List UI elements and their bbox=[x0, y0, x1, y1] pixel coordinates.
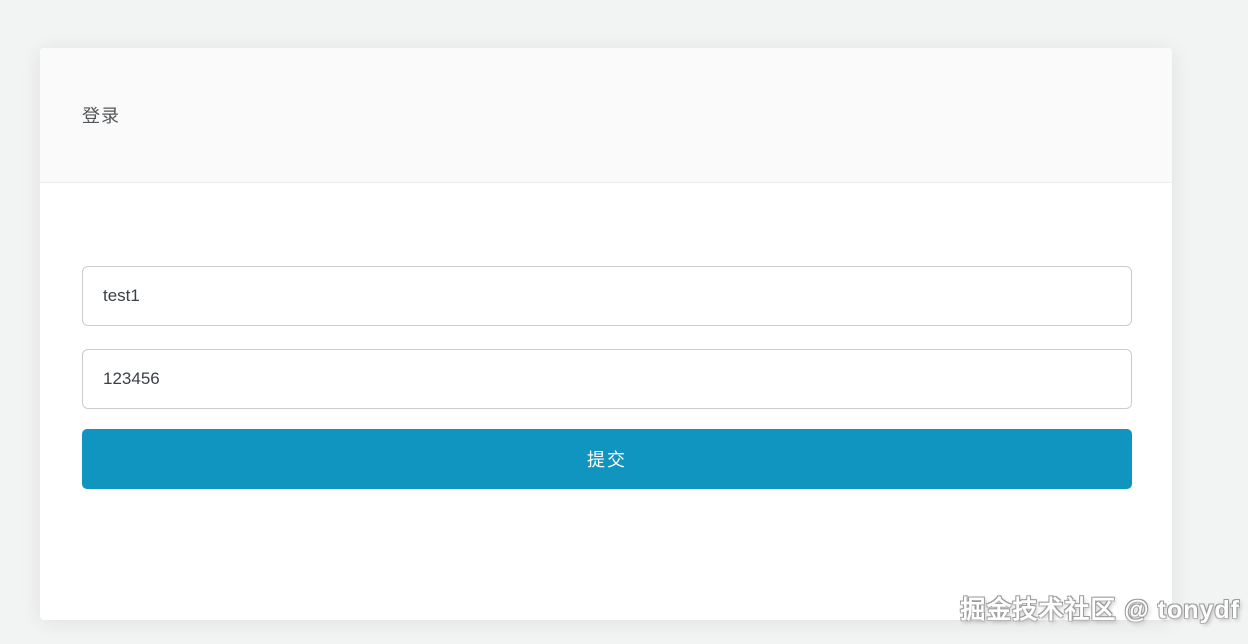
page-title: 登录 bbox=[82, 106, 120, 126]
submit-button[interactable]: 提交 bbox=[82, 429, 1132, 489]
login-card: 登录 提交 bbox=[40, 48, 1172, 620]
username-input[interactable] bbox=[82, 266, 1132, 326]
card-header: 登录 bbox=[40, 48, 1172, 183]
password-input[interactable] bbox=[82, 349, 1132, 409]
login-form: 提交 bbox=[40, 183, 1172, 489]
